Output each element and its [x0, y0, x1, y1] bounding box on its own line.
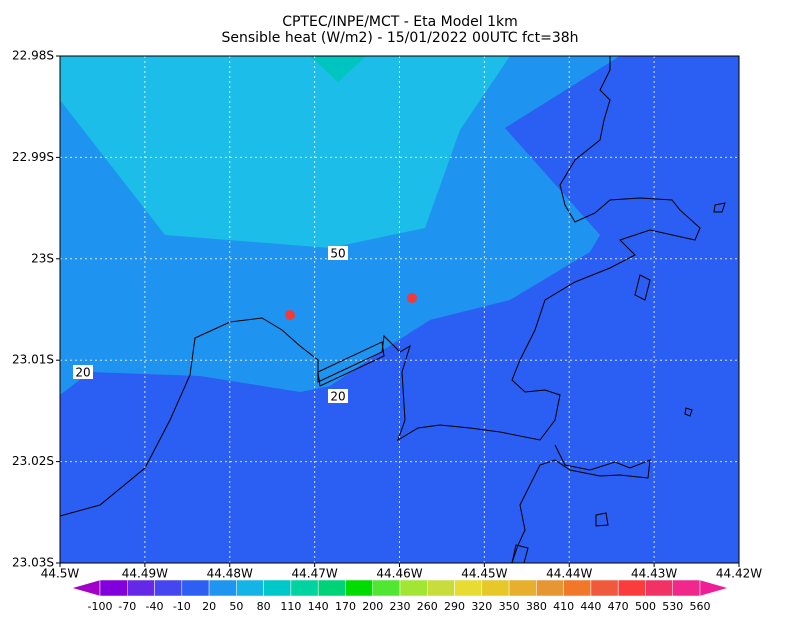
y-tick-label: 22.99S — [12, 150, 54, 164]
colorbar-arrow — [71, 579, 101, 597]
x-tick-label: 44.42W — [716, 567, 762, 581]
x-tick-label: 44.48W — [207, 567, 253, 581]
colorbar-box — [427, 579, 455, 597]
station-dot — [407, 293, 417, 303]
colorbar-box — [290, 579, 319, 597]
colorbar-box — [399, 579, 428, 597]
colorbar-box — [263, 579, 292, 597]
colorbar-label: -10 — [173, 600, 191, 613]
colorbar-label: 200 — [362, 600, 383, 613]
colorbar-box — [127, 579, 155, 597]
x-tick-label: 44.47W — [292, 567, 338, 581]
colorbar-label: -40 — [146, 600, 164, 613]
colorbar-label: 230 — [390, 600, 411, 613]
x-tick-label: 44.44W — [546, 567, 592, 581]
y-tick-label: 23.02S — [12, 454, 54, 468]
contour-label-box — [328, 389, 348, 403]
y-tick-label: 22.98S — [12, 49, 54, 63]
x-tick-label: 44.43W — [631, 567, 677, 581]
colorbar-label: 560 — [690, 600, 711, 613]
title: CPTEC/INPE/MCT - Eta Model 1km — [282, 14, 518, 30]
colorbar-box — [645, 579, 673, 597]
colorbar-box — [536, 579, 564, 597]
colorbar-box — [454, 579, 483, 597]
colorbar-label: 80 — [257, 600, 271, 613]
colorbar-label: -70 — [118, 600, 136, 613]
colorbar-box — [590, 579, 619, 597]
x-tick-label: 44.5W — [41, 567, 80, 581]
colorbar-box — [236, 579, 264, 597]
colorbar-label: 50 — [229, 600, 243, 613]
colorbar-box — [317, 579, 346, 597]
colorbar-box — [208, 579, 237, 597]
colorbar-box — [181, 579, 210, 597]
colorbar-label: 320 — [471, 600, 492, 613]
contour-label-box — [328, 246, 348, 260]
colorbar-box — [99, 579, 128, 597]
colorbar-label: -100 — [88, 600, 113, 613]
colorbar-box — [372, 579, 401, 597]
field-high — [60, 56, 510, 248]
contour-label: 20 — [330, 390, 345, 404]
field-top — [310, 56, 366, 82]
colorbar-label: 380 — [526, 600, 547, 613]
colorbar-label: 470 — [608, 600, 629, 613]
colorbar-box — [508, 579, 537, 597]
colorbar-box — [154, 579, 183, 597]
colorbar-label: 530 — [662, 600, 683, 613]
colorbar-label: 410 — [553, 600, 574, 613]
x-tick-label: 44.46W — [376, 567, 422, 581]
colorbar-box — [672, 579, 701, 597]
colorbar-label: 20 — [202, 600, 216, 613]
colorbar-label: 110 — [280, 600, 301, 613]
subtitle: Sensible heat (W/m2) - 15/01/2022 00UTC … — [221, 30, 578, 46]
y-tick-label: 23S — [31, 251, 54, 265]
station-dot — [285, 310, 295, 320]
colorbar-label: 500 — [635, 600, 656, 613]
colorbar-label: 140 — [308, 600, 329, 613]
colorbar-arrow — [699, 579, 729, 597]
colorbar-label: 440 — [580, 600, 601, 613]
colorbar-box — [481, 579, 510, 597]
colorbar-label: 290 — [444, 600, 465, 613]
x-tick-label: 44.49W — [122, 567, 168, 581]
y-tick-label: 23.01S — [12, 353, 54, 367]
colorbar-box — [563, 579, 592, 597]
colorbar-label: 260 — [417, 600, 438, 613]
colorbar-label: 350 — [499, 600, 520, 613]
colorbar-box — [345, 579, 373, 597]
contour-label: 50 — [330, 247, 345, 261]
x-tick-label: 44.45W — [461, 567, 507, 581]
coastline — [59, 56, 726, 564]
contour-label-box — [73, 365, 93, 379]
y-tick-label: 23.03S — [12, 556, 54, 570]
map-field — [60, 56, 739, 563]
colorbar-box — [617, 579, 646, 597]
colorbar-label: 170 — [335, 600, 356, 613]
contour-label: 20 — [75, 366, 90, 380]
